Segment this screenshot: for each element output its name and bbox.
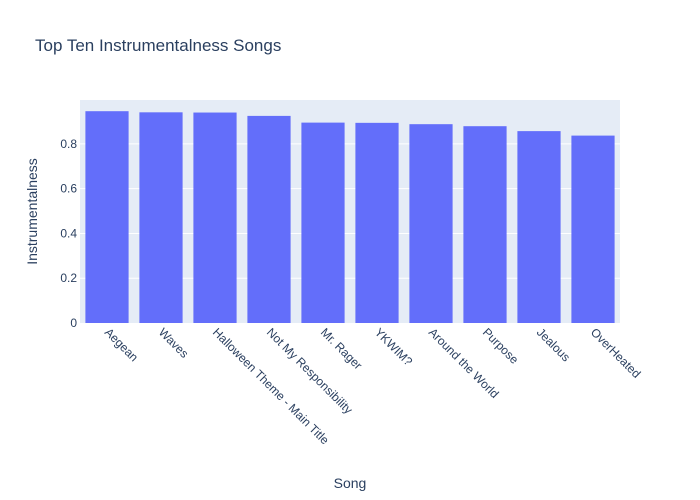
x-tick-label: Waves (156, 325, 192, 361)
bar (247, 115, 291, 324)
bar (463, 126, 507, 323)
x-tick-label: Aegean (102, 325, 141, 364)
x-tick-label: Purpose (480, 325, 522, 367)
y-tick-label: 0.6 (60, 182, 77, 196)
x-tick-label: YKWIM? (372, 325, 416, 369)
y-axis-title: Instrumentalness (24, 158, 40, 265)
bar (571, 135, 615, 323)
y-tick-label: 0.4 (60, 226, 77, 240)
bars (85, 111, 615, 324)
chart-title: Top Ten Instrumentalness Songs (35, 36, 281, 55)
bar (193, 112, 237, 324)
bar (409, 124, 453, 323)
bar (139, 112, 183, 323)
y-tick-label: 0 (70, 316, 77, 330)
bar (85, 111, 129, 323)
y-tick-label: 0.8 (60, 137, 77, 151)
x-tick-label: Jealous (534, 325, 573, 364)
bar (517, 131, 561, 323)
x-tick-label: Mr. Rager (318, 325, 365, 372)
x-axis-title: Song (334, 475, 367, 491)
x-tick-label: OverHeated (588, 325, 644, 381)
x-tick-labels: Aegean Waves Halloween Theme - Main TitleN… (102, 325, 644, 447)
x-tick-label: Halloween Theme - Main Title (210, 325, 332, 447)
bar (301, 122, 345, 323)
bar (355, 122, 399, 324)
y-tick-label: 0.2 (60, 271, 77, 285)
y-tick-labels: 0 0.2 0.4 0.6 0.8 (60, 137, 77, 330)
